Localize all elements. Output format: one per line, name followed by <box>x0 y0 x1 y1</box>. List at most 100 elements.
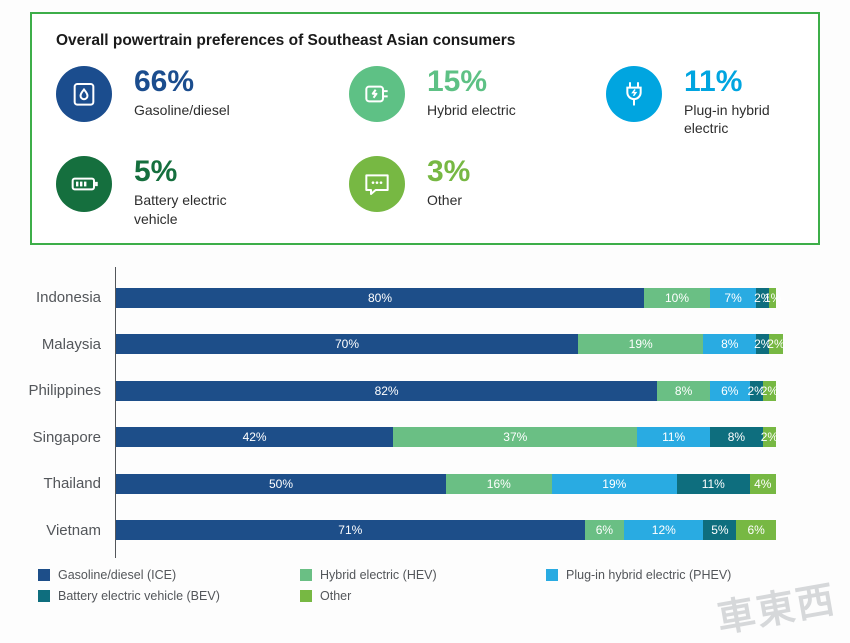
segment-value-label: 71% <box>338 523 363 538</box>
segment-value-label: 5% <box>711 523 729 538</box>
stat-label: Other <box>427 191 463 208</box>
legend-item: Plug-in hybrid electric (PHEV) <box>546 568 850 582</box>
stat-text: 3% Other <box>427 156 470 209</box>
stacked-bar-chart: Indonesia Malaysia Philippines Singapore Tha… <box>0 266 850 603</box>
hybrid-charging-icon <box>349 66 405 122</box>
segment-value-label: 80% <box>367 290 393 305</box>
segment-value-label: 19% <box>628 337 653 352</box>
stat-label: Battery electric vehicle <box>134 191 227 227</box>
stat-value: 3% <box>427 155 471 189</box>
legend-swatch <box>300 568 312 581</box>
bar-segment: 2% <box>760 380 779 401</box>
stat-plug-in-hybrid-electric: 11% Plug-in hybrid electric <box>606 66 794 138</box>
category-label: Thailand <box>43 475 101 493</box>
stat-value: 15% <box>427 65 488 98</box>
category-labels-column: Indonesia Malaysia Philippines Singapore Tha… <box>0 267 115 558</box>
legend-item: Other <box>300 589 546 603</box>
legend-label: Other <box>320 588 352 603</box>
segment-value-label: 2% <box>760 383 779 398</box>
bar-segment: 71% <box>116 520 585 541</box>
bar-segment: 16% <box>446 473 552 494</box>
summary-panel: Overall powertrain preferences of Southe… <box>30 12 820 245</box>
bar-segment: 8% <box>657 380 710 401</box>
legend-item: Gasoline/diesel (ICE) <box>38 568 300 582</box>
bar-segment: 1% <box>764 287 781 308</box>
bar-row: 70% 19% 8% 2% 2% <box>116 321 785 368</box>
segment-value-label: 82% <box>374 383 399 398</box>
bar-segment: 42% <box>116 427 394 448</box>
stat-gasoline-diesel: 66% Gasoline/diesel <box>56 66 349 138</box>
bar-segment: 37% <box>393 427 638 448</box>
bar-segment: 2% <box>747 380 765 401</box>
chart-body: Indonesia Malaysia Philippines Singapore Tha… <box>0 266 850 558</box>
bar-segment: 2% <box>754 287 772 308</box>
stat-text: 66% Gasoline/diesel <box>134 66 230 119</box>
segment-value-label: 6% <box>747 523 765 538</box>
bar-row: 71% 6% 12% 5% 6% <box>116 507 783 554</box>
bar-segment: 7% <box>710 287 757 308</box>
stat-text: 15% Hybrid electric <box>427 66 516 119</box>
bar-segment: 70% <box>116 334 578 355</box>
bar-segment: 4% <box>749 473 776 494</box>
fuel-can-icon <box>56 66 112 122</box>
segment-value-label: 2% <box>754 290 772 305</box>
stacked-bar: 42% 37% 11% 8% 2% <box>116 427 778 448</box>
battery-icon <box>56 156 112 213</box>
segment-value-label: 7% <box>724 290 742 305</box>
infographic-page: Overall powertrain preferences of Southe… <box>0 12 850 641</box>
speech-bubble-icon <box>349 156 405 213</box>
segment-value-label: 11% <box>701 476 725 491</box>
category-label: Indonesia <box>35 289 101 307</box>
segment-value-label: 37% <box>503 430 528 445</box>
plug-icon <box>606 66 662 122</box>
bar-row: 42% 37% 11% 8% 2% <box>116 414 783 461</box>
bar-segment: 11% <box>637 427 710 448</box>
legend-label: Battery electric vehicle (BEV) <box>58 588 220 603</box>
bar-row: 50% 16% 19% 11% 4% <box>116 461 783 508</box>
segment-value-label: 2% <box>747 383 765 398</box>
segment-value-label: 8% <box>727 430 746 445</box>
bar-segment: 2% <box>754 334 772 355</box>
summary-title: Overall powertrain preferences of Southe… <box>56 32 516 49</box>
bar-segment: 2% <box>761 427 778 448</box>
stat-text: 11% Plug-in hybrid electric <box>684 66 794 138</box>
legend-swatch <box>546 568 558 581</box>
bar-segment: 5% <box>703 520 737 541</box>
stacked-bar: 70% 19% 8% 2% 2% <box>116 334 785 355</box>
legend-label: Plug-in hybrid electric (PHEV) <box>566 567 732 582</box>
category-label: Malaysia <box>41 335 101 353</box>
segment-value-label: 1% <box>764 290 782 305</box>
stat-text: 5% Battery electric vehicle <box>134 156 260 228</box>
stat-value: 11% <box>684 65 743 98</box>
category-label: Vietnam <box>46 521 101 539</box>
segment-value-label: 12% <box>651 523 676 538</box>
segment-value-label: 19% <box>602 476 627 491</box>
stat-battery-electric-vehicle: 5% Battery electric vehicle <box>56 156 349 228</box>
segment-value-label: 42% <box>242 430 267 445</box>
segment-value-label: 2% <box>754 337 772 352</box>
legend-label: Gasoline/diesel (ICE) <box>58 567 177 582</box>
category-label: Singapore <box>32 428 101 446</box>
legend-swatch <box>38 589 50 602</box>
legend-item: Battery electric vehicle (BEV) <box>38 589 300 603</box>
stacked-bar: 50% 16% 19% 11% 4% <box>116 473 776 494</box>
stat-value: 5% <box>134 155 178 189</box>
legend-swatch <box>300 589 312 602</box>
stat-label: Hybrid electric <box>427 101 516 118</box>
bar-segment: 19% <box>578 334 704 355</box>
legend-swatch <box>38 568 50 581</box>
stacked-bar: 71% 6% 12% 5% 6% <box>116 520 776 541</box>
bar-segment: 2% <box>767 334 785 355</box>
bar-segment: 6% <box>736 520 776 541</box>
stacked-bar: 82% 8% 6% 2% 2% <box>116 380 779 401</box>
bar-segment: 50% <box>116 473 446 494</box>
category-label: Philippines <box>28 382 101 400</box>
bar-segment: 6% <box>709 380 750 401</box>
stat-value: 66% <box>134 65 195 98</box>
segment-value-label: 16% <box>486 476 511 491</box>
bar-segment: 6% <box>584 520 625 541</box>
bar-segment: 12% <box>624 520 704 541</box>
segment-value-label: 8% <box>721 337 739 352</box>
bar-segment: 8% <box>709 427 763 448</box>
bar-row: 82% 8% 6% 2% 2% <box>116 368 783 415</box>
